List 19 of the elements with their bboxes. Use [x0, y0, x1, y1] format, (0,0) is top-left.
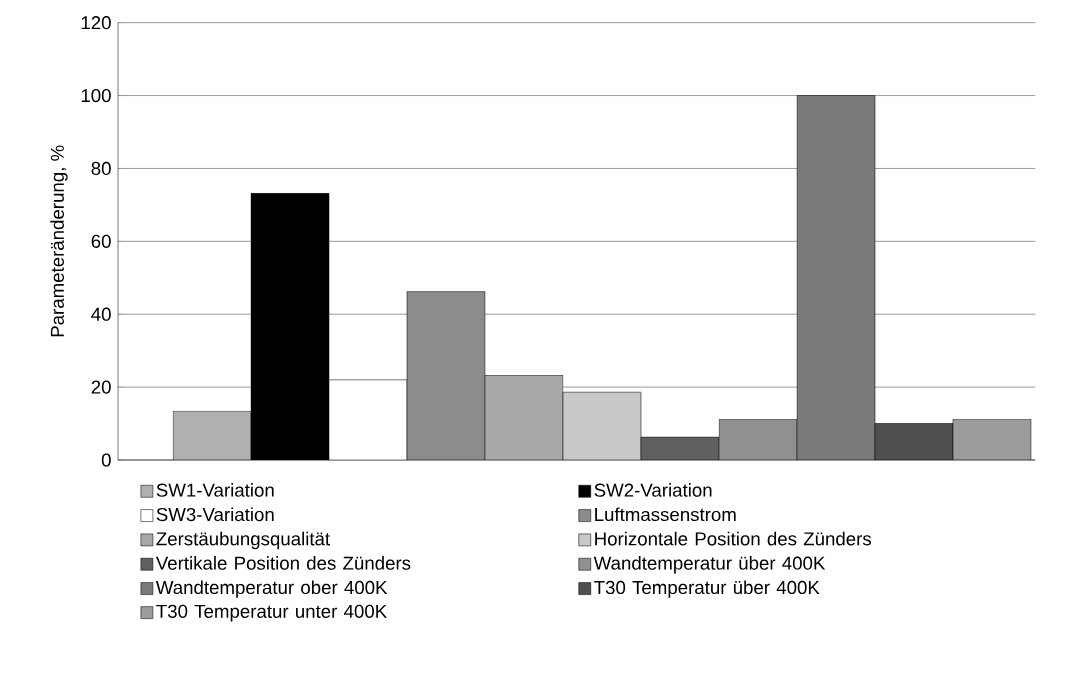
y-axis-title: Parameteränderung, % [50, 145, 68, 337]
legend-label: Vertikale Position des Zünders [155, 556, 411, 570]
y-tick-label: 100 [81, 88, 111, 103]
legend-label: Wandtemperatur über 400K [593, 556, 826, 574]
y-tick-label: 40 [91, 307, 111, 321]
legend-label: Horizontale Position des Zünders [595, 531, 872, 546]
legend-label: Zerstäubungsqualität [156, 531, 330, 550]
y-tick-label: 0 [101, 453, 111, 467]
y-tick-label: 120 [81, 16, 111, 30]
legend-label: SW1-Variation [156, 483, 274, 497]
y-tick-label: 60 [91, 234, 111, 248]
legend-label: Wandtemperatur ober 400K [155, 580, 388, 598]
y-tick-label: 80 [91, 161, 111, 176]
legend-label: Luftmassenstrom [595, 507, 736, 522]
y-tick-label: 20 [91, 380, 111, 394]
legend-label: SW2-Variation [594, 483, 712, 497]
legend-label: SW3-Variation [156, 507, 274, 522]
legend-label: T30 Temperatur unter 400K [156, 604, 387, 622]
legend-label: T30 Temperatur über 400K [594, 580, 820, 598]
